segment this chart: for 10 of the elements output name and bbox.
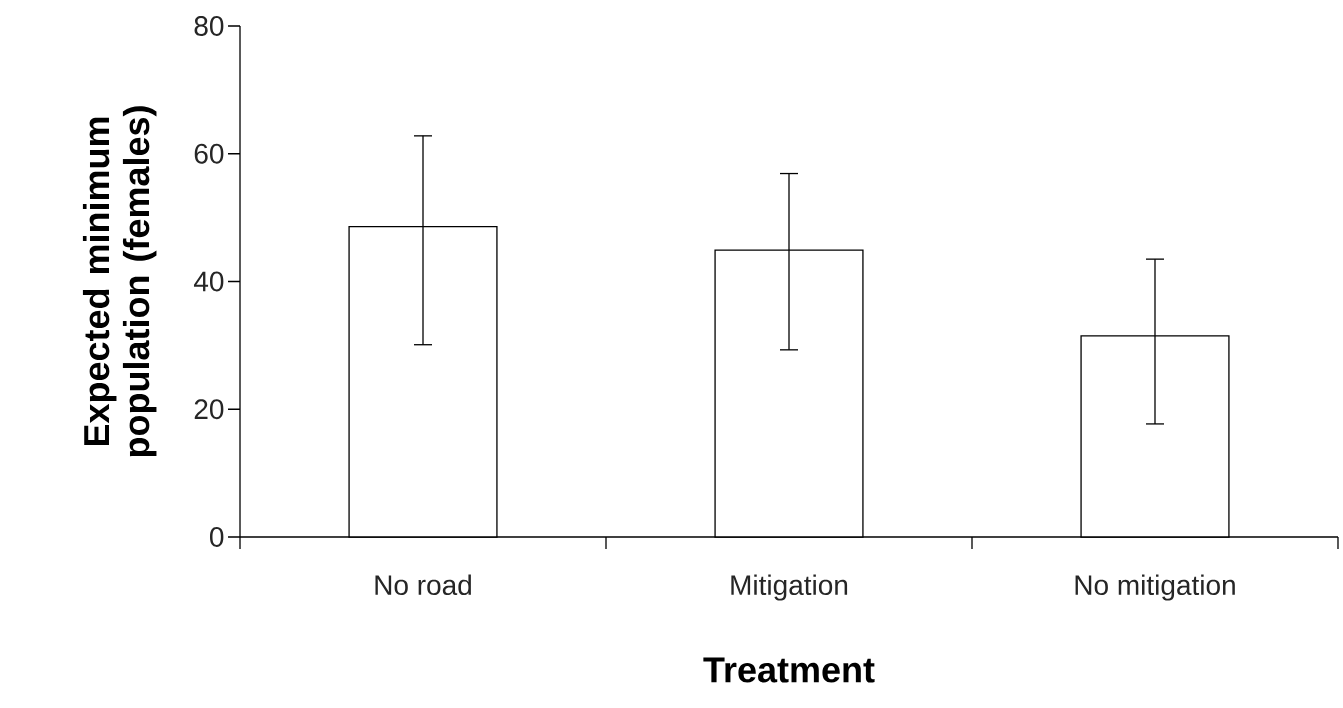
y-tick-label: 20 [194,399,224,420]
x-tick-label: No mitigation [1075,574,1235,601]
y-tick-label: 80 [194,16,224,36]
y-axis-title: Expected minimum population (females) [82,106,157,457]
x-tick-label: No road [375,574,471,596]
x-tick-label: Mitigation [731,574,848,601]
y-tick-label: 60 [194,143,224,164]
y-tick-label: 0 [210,527,224,547]
x-axis-title: Treatment [703,657,875,683]
y-tick-label: 40 [193,271,224,292]
